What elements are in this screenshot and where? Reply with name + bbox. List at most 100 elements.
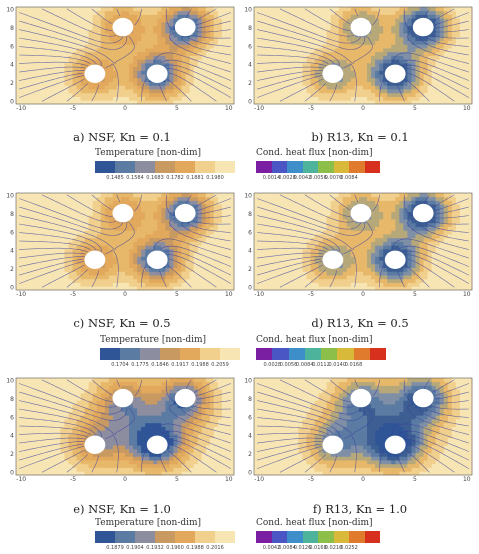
contour-cell [177,89,182,94]
contour-cell [415,85,420,90]
contour-cell [217,92,223,97]
contour-cell [298,245,303,250]
contour-cell [104,7,110,12]
contour-cell [84,267,90,272]
contour-cell [40,89,45,94]
contour-cell [371,51,376,56]
contour-cell [133,100,138,105]
contour-cell [125,85,130,90]
contour-cell [334,282,340,287]
contour-cell [447,18,453,23]
contour-cell [229,70,235,75]
contour-cell [32,85,37,90]
contour-cell [282,215,287,220]
contour-cell [205,59,211,64]
contour-cell [52,219,57,224]
contour-cell [108,25,114,30]
contour-cell [266,237,271,242]
contour-cell [80,234,86,239]
contour-cell [286,271,291,276]
contour-cell [358,92,364,97]
contour-cell [302,100,307,105]
contour-cell [342,81,348,86]
contour-cell [161,275,166,280]
contour-cell [68,286,73,291]
contour-cell [125,282,130,287]
contour-cell [157,222,162,227]
contour-cell [278,260,283,265]
contour-cell [165,275,170,280]
contour-cell [28,275,33,280]
streamline [257,72,322,90]
contour-cell [56,193,61,198]
contour-cell [306,234,311,239]
contour-cell [338,263,344,269]
contour-cell [463,77,469,83]
contour-cell [40,70,45,75]
contour-cell [274,215,279,220]
contour-cell [225,29,231,34]
contour-cell [52,200,57,205]
streamline [194,194,217,208]
contour-cell [161,7,166,12]
contour-cell [346,66,352,71]
contour-cell [213,245,219,250]
contour-cell [419,66,424,71]
contour-cell [383,18,388,23]
contour-cell [342,193,348,198]
contour-cell [16,267,21,272]
contour-cell [262,96,267,101]
contour-cell [463,92,469,97]
contour-cell [72,207,77,213]
contour-cell [342,21,348,27]
contour-cell [112,96,118,101]
contour-cell [431,10,437,15]
contour-cell [169,29,174,34]
y-tick-label: 4 [10,62,14,69]
contour-cell [32,21,37,27]
contour-cell [92,29,98,34]
contour-cell [20,59,25,64]
contour-cell [173,275,178,280]
contour-cell [112,267,118,272]
streamline [195,198,232,212]
contour-cell [431,33,437,38]
contour-cell [201,70,207,75]
contour-cell [399,18,404,23]
contour-cell [395,7,400,12]
contour-cell [371,74,376,79]
contour-cell [68,245,73,250]
contour-cell [173,33,178,38]
contour-cell [229,286,235,291]
contour-cell [318,271,324,276]
contour-cell [108,92,114,97]
contour-cell [258,204,263,209]
contour-cell [80,282,86,287]
contour-cell [153,21,158,27]
contour-cell [447,44,453,49]
contour-cell [290,33,295,38]
contour-cell [290,21,295,27]
contour-cell [262,207,267,213]
contour-cell [205,18,211,23]
contour-cell [64,70,69,75]
contour-cell [48,230,53,235]
contour-cell [72,48,77,53]
contour-cell [205,248,211,254]
contour-cell [229,36,235,41]
contour-cell [169,89,174,94]
contour-cell [40,286,45,291]
contour-cell [270,286,275,291]
contour-cell [274,241,279,246]
contour-cell [141,70,146,75]
contour-cell [189,241,195,246]
contour-cell [334,29,340,34]
contour-cell [169,48,174,53]
contour-cell [120,248,126,254]
contour-cell [185,260,190,265]
contour-cell [189,55,195,60]
contour-cell [286,92,291,97]
contour-cell [48,286,53,291]
contour-cell [197,237,203,242]
contour-cell [217,55,223,60]
